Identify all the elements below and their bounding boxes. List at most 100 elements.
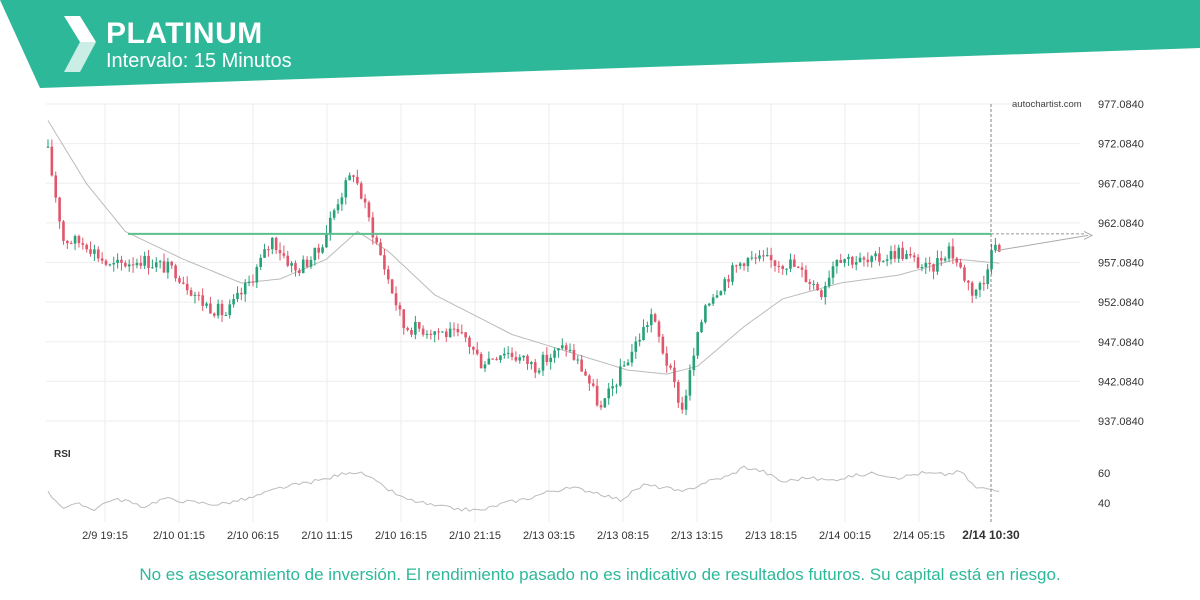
candle-body [711, 297, 715, 304]
x-tick-label: 2/10 06:15 [227, 530, 279, 542]
candle-body [684, 395, 688, 410]
candle-body [228, 304, 232, 315]
candle-body [537, 370, 541, 373]
candle-body [197, 294, 201, 296]
candle-body [642, 327, 645, 340]
candle-body [383, 255, 386, 270]
candles [46, 139, 1001, 416]
candle-body [127, 264, 131, 267]
candle-body [251, 281, 255, 283]
candle-body [723, 279, 727, 292]
candle-body [912, 255, 916, 258]
candle-body [928, 263, 931, 265]
candle-body [379, 242, 382, 256]
candle-body [510, 352, 514, 358]
candle-body [394, 293, 398, 306]
candle-body [274, 237, 278, 251]
candle-body [147, 255, 150, 268]
candle-body [441, 331, 444, 333]
candle-body [990, 250, 993, 270]
candle-body [460, 332, 464, 334]
x-tick-label: 2/14 05:15 [893, 530, 945, 542]
x-tick-label: 2/13 08:15 [597, 530, 649, 542]
candle-body [344, 180, 348, 198]
header-band [0, 0, 1200, 88]
candle-body [588, 375, 591, 384]
candle-body [862, 257, 866, 260]
candle-body [611, 386, 614, 389]
candle-body [603, 398, 607, 408]
candle-body [178, 278, 181, 283]
candle-body [939, 258, 943, 261]
candle-body [959, 262, 962, 268]
candle-body [495, 359, 498, 361]
arrow-head-icon [1083, 230, 1094, 240]
candle-body [363, 198, 367, 203]
candle-body [491, 358, 495, 360]
candle-body [120, 259, 123, 263]
x-tick-label: 2/10 01:15 [153, 530, 205, 542]
candle-body [116, 259, 119, 264]
candle-body [286, 255, 290, 266]
candle-body [240, 292, 243, 295]
candle-body [182, 282, 185, 284]
candle-body [557, 348, 560, 351]
candle-body [220, 303, 224, 316]
candle-body [549, 357, 553, 363]
candle-body [746, 258, 750, 267]
candle-body [62, 221, 65, 241]
candle-body [313, 247, 317, 260]
candle-body [100, 258, 104, 261]
candle-body [325, 232, 328, 248]
candle-body [236, 292, 239, 300]
candle-body [947, 246, 951, 259]
candle-body [483, 364, 487, 369]
candle-body [243, 283, 247, 295]
candle-body [475, 349, 479, 355]
rsi-line [47, 465, 1000, 512]
candle-body [499, 355, 502, 361]
candle-body [762, 255, 765, 257]
candle-body [994, 244, 997, 251]
candle-body [298, 270, 301, 274]
candle-body [429, 333, 433, 335]
candle-body [677, 382, 680, 403]
candle-body [727, 279, 730, 282]
candle-body [514, 357, 518, 361]
candle-body [506, 352, 510, 354]
y-tick-label: 947.0840 [1098, 337, 1144, 349]
candle-body [371, 217, 375, 238]
candle-body [390, 279, 394, 294]
candle-body [936, 258, 939, 272]
candle-body [978, 283, 982, 290]
candle-body [920, 267, 924, 269]
candle-body [731, 265, 734, 282]
candle-body [607, 388, 611, 399]
candle-body [317, 247, 320, 253]
candle-body [742, 263, 746, 267]
candle-body [294, 263, 297, 271]
candle-body [905, 254, 908, 259]
candle-body [301, 259, 305, 274]
candle-body [823, 285, 827, 298]
candle-body [897, 247, 901, 259]
candle-body [773, 260, 777, 266]
candle-body [553, 350, 556, 358]
candle-body [665, 353, 669, 366]
candle-body [267, 249, 270, 251]
candle-body [166, 261, 170, 273]
candle-body [700, 322, 703, 333]
candle-body [522, 355, 525, 358]
candle-body [158, 261, 162, 263]
candle-body [367, 202, 371, 218]
candle-body [769, 255, 773, 261]
candle-body [456, 329, 460, 333]
candle-body [572, 349, 576, 360]
candle-body [858, 257, 862, 263]
candle-body [812, 283, 815, 285]
candle-body [89, 249, 92, 254]
y-tick-label: 972.0840 [1098, 139, 1144, 151]
candle-body [564, 345, 568, 350]
logo-icon [64, 16, 96, 72]
candle-body [216, 303, 220, 316]
